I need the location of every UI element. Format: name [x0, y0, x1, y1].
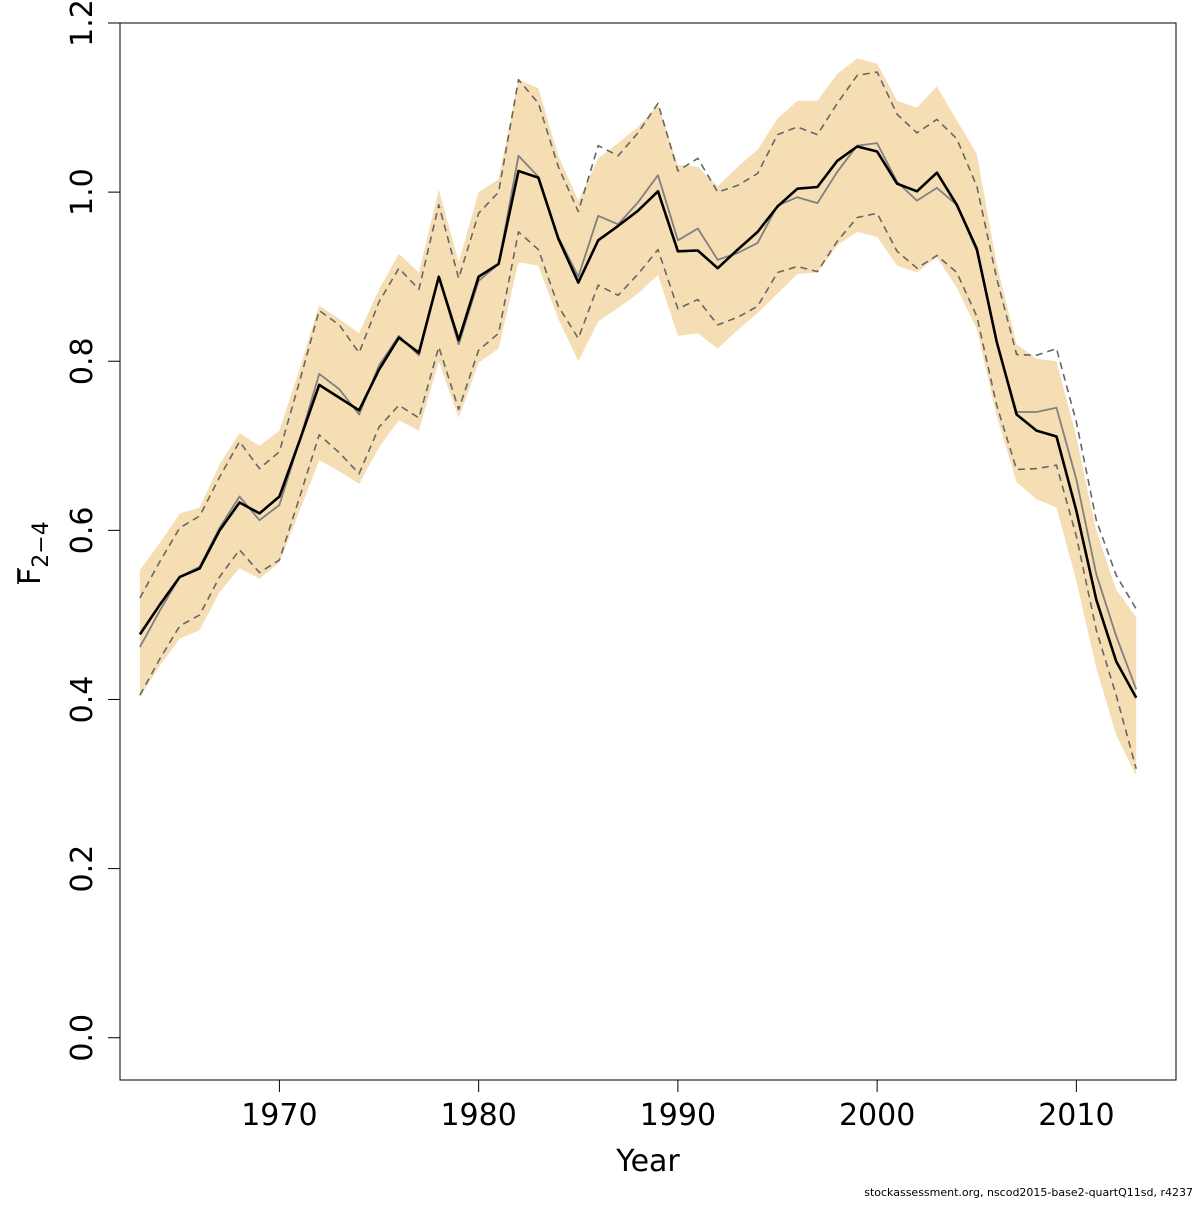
y-tick-label: 0.6: [65, 507, 100, 555]
plot-area: [138, 58, 1138, 776]
y-tick-label: 0.8: [65, 337, 100, 385]
y-tick-label: 1.2: [65, 0, 100, 47]
x-axis: 1970 1980 1990 2000 2010: [241, 1079, 1115, 1133]
x-tick-label: 1990: [640, 1098, 716, 1133]
y-axis: 0.0 0.2 0.4 0.6 0.8 1.0 1.2: [65, 0, 121, 1062]
previous-upper-bound-line: [139, 71, 1137, 610]
x-tick-label: 2010: [1038, 1098, 1114, 1133]
x-tick-label: 2000: [839, 1098, 915, 1133]
y-tick-label: 0.4: [65, 676, 100, 724]
y-tick-label: 1.0: [65, 168, 100, 216]
y-axis-title: F2−4: [13, 521, 54, 585]
y-axis-title-subscript: 2−4: [29, 521, 54, 567]
estimate-line: [138, 145, 1138, 699]
y-tick-label: 0.0: [65, 1014, 100, 1062]
x-axis-title: Year: [615, 1144, 680, 1179]
svg-text:F2−4: F2−4: [13, 521, 54, 585]
x-tick-label: 1980: [440, 1098, 516, 1133]
y-axis-title-symbol: F: [13, 568, 48, 585]
previous-lower-bound-line: [139, 212, 1137, 770]
y-tick-label: 0.2: [65, 845, 100, 893]
confidence-band: [139, 58, 1137, 776]
x-tick-label: 1970: [241, 1098, 317, 1133]
footnote: stockassessment.org, nscod2015-base2-qua…: [864, 1186, 1193, 1199]
